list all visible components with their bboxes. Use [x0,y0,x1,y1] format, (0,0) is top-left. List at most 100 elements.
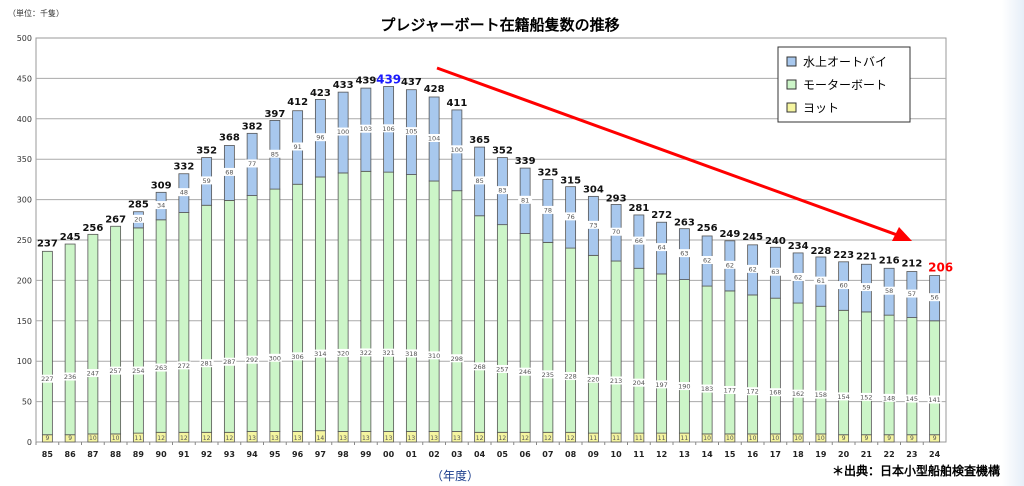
total-label: 245 [742,232,763,243]
total-label: 412 [287,97,308,108]
data-label-bg [245,355,260,364]
x-tick-label: 92 [201,450,212,459]
x-axis-label: （年度） [431,468,479,483]
x-tick-label: 04 [474,450,486,459]
total-label: 272 [651,210,672,221]
total-label: 433 [333,80,354,91]
data-label-motorboat: 141 [928,396,940,404]
bar-segment [656,273,668,434]
x-tick-label: 85 [42,450,54,459]
total-label: 245 [60,232,81,243]
data-label-bg [290,352,305,361]
total-label: 263 [674,217,695,228]
data-label-motorboat: 247 [87,370,99,378]
data-label-bg [336,348,351,357]
data-label-pwc: 83 [498,187,506,195]
x-tick-label: 13 [679,450,690,459]
x-tick-label: 16 [747,450,759,459]
data-label-motorboat: 300 [269,354,281,362]
total-label: 256 [82,223,103,234]
bar-segment [610,260,622,434]
data-label-bg [40,374,55,383]
legend: 水上オートバイ モーターボート ヨット [777,46,911,123]
total-label: 237 [37,239,58,250]
data-label-yacht: 9 [842,435,846,442]
bar-segment [269,188,281,432]
data-label-motorboat: 321 [382,349,394,357]
data-label-motorboat: 281 [200,360,212,368]
y-tick-label: 150 [17,317,32,326]
total-label: 368 [219,133,240,144]
data-label-pwc: 57 [908,290,916,298]
data-label-bg [449,354,464,363]
data-label-pwc: 62 [794,273,802,281]
bar-segment [883,314,895,436]
data-label-bg [677,249,692,258]
data-label-pwc: 103 [360,125,372,133]
data-label-yacht: 13 [385,435,393,442]
data-label-bg [427,134,442,142]
bar-segment [769,297,781,435]
x-tick-label: 01 [406,450,418,459]
data-label-bg [859,392,874,401]
data-label-bg [791,272,806,281]
data-label-bg [358,124,373,133]
data-label-pwc: 59 [202,177,210,185]
data-label-bg [199,176,214,185]
data-label-yacht: 12 [203,435,211,442]
data-label-pwc: 100 [451,146,463,154]
data-label-yacht: 12 [521,435,529,442]
unit-label: （単位：千隻） [8,8,64,18]
bar-segment [451,190,463,432]
data-label-motorboat: 154 [837,393,849,401]
x-tick-label: 90 [156,450,168,459]
data-label-pwc: 85 [271,150,279,158]
data-label-pwc: 78 [544,206,552,214]
x-tick-label: 00 [383,450,395,459]
total-label: 332 [173,162,194,173]
data-label-motorboat: 172 [746,388,758,396]
data-label-motorboat: 310 [428,352,440,360]
total-label: 439 [355,75,376,86]
data-label-pwc: 77 [248,160,256,168]
total-label: 234 [788,241,809,252]
data-label-pwc: 85 [475,177,483,185]
data-label-yacht: 9 [45,435,49,442]
data-label-bg [131,366,146,375]
bar-segment [542,242,554,433]
data-label-motorboat: 162 [792,390,804,398]
data-label-yacht: 11 [135,435,143,442]
total-label: 256 [697,223,718,234]
total-label: 267 [105,214,126,225]
x-tick-label: 93 [224,450,235,459]
x-tick-label: 09 [588,450,600,459]
data-label-bg [472,176,487,185]
data-label-bg [836,281,851,290]
data-label-motorboat: 148 [883,394,895,402]
data-label-motorboat: 287 [223,358,235,366]
data-label-bg [609,376,624,385]
data-label-yacht: 9 [933,435,937,442]
x-tick-label: 23 [906,450,917,459]
data-label-motorboat: 152 [860,393,872,401]
data-label-bg [404,127,419,136]
x-tick-label: 88 [110,450,122,459]
data-label-pwc: 63 [771,268,779,276]
x-tick-label: 07 [542,450,553,459]
data-label-bg [654,243,669,252]
data-label-bg [768,267,783,276]
bar-segment [314,176,326,432]
data-label-yacht: 9 [68,435,72,442]
data-label-pwc: 106 [382,125,394,133]
data-label-yacht: 9 [864,435,868,442]
bar-segment [678,279,690,434]
data-label-yacht: 11 [658,435,666,442]
trend-arrow-head [892,227,912,241]
y-tick-label: 200 [17,276,32,285]
bar-segment [906,317,918,436]
total-label: 249 [719,229,740,240]
total-label: 365 [469,135,490,146]
data-label-pwc: 64 [657,244,665,252]
bar-segment [474,215,486,433]
